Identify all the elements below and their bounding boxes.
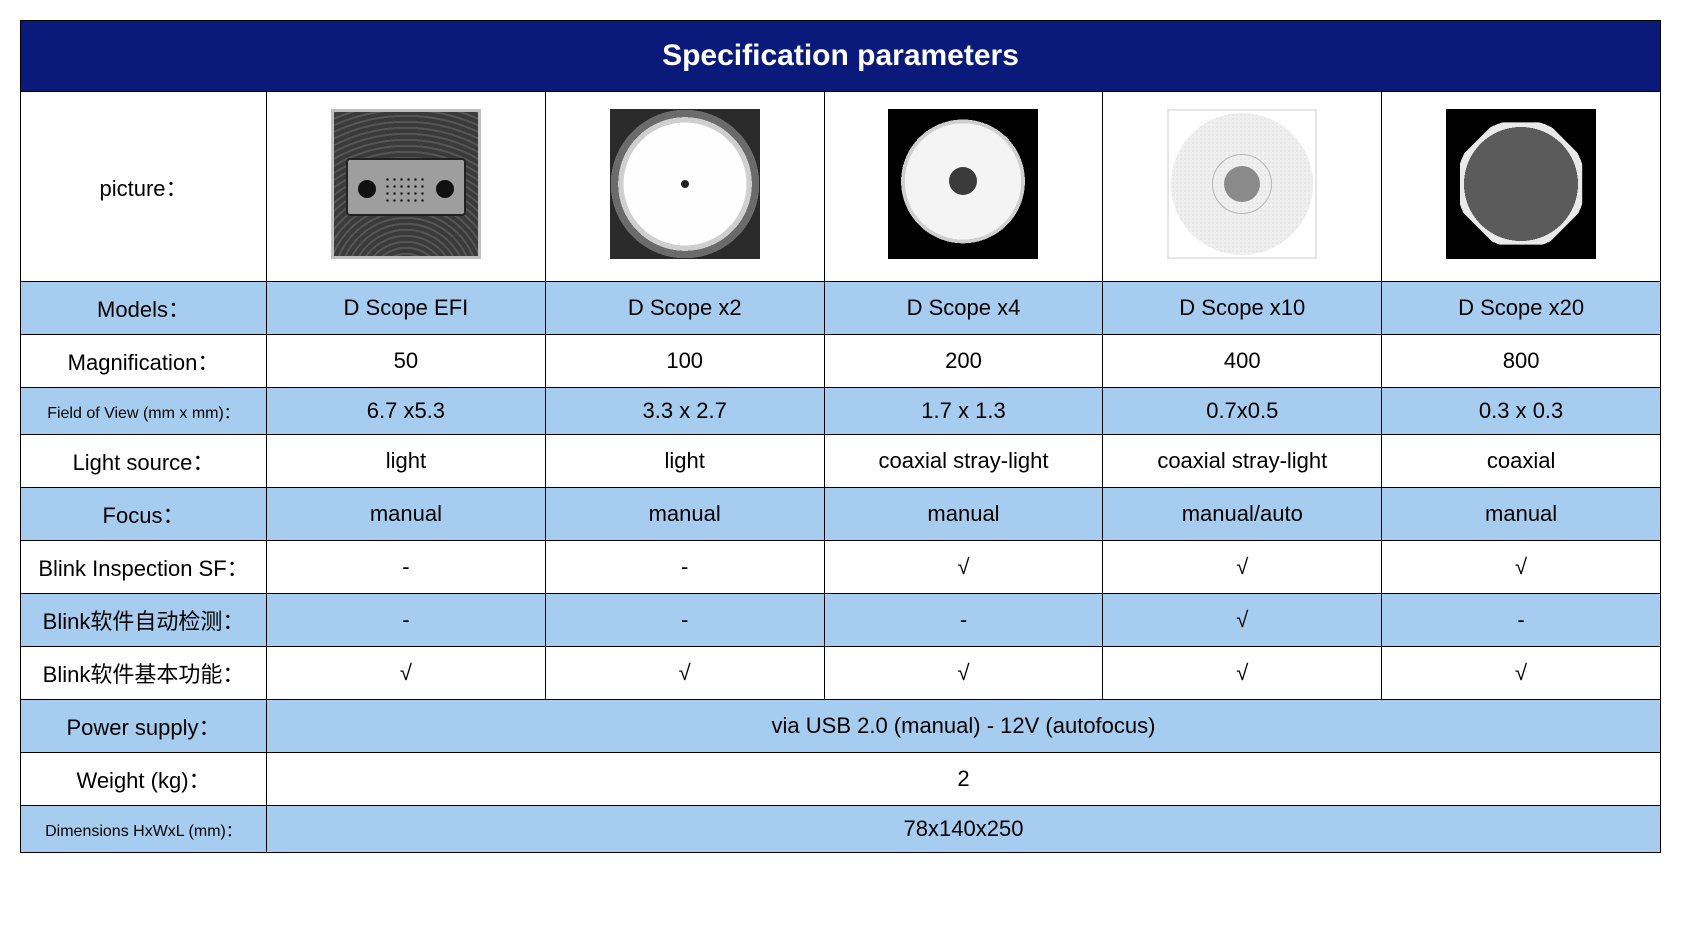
data-cell: 200 <box>824 335 1103 388</box>
data-cell: √ <box>1103 594 1382 647</box>
row-label: Blink软件自动检测： <box>21 594 267 647</box>
data-cell: - <box>267 594 546 647</box>
table-row: Models：D Scope EFID Scope x2D Scope x4D … <box>21 282 1661 335</box>
data-cell: √ <box>1103 541 1382 594</box>
product-image-polygon-bright-rim <box>1446 109 1596 259</box>
table-row: Blink软件基本功能：√√√√√ <box>21 647 1661 700</box>
row-label: Dimensions HxWxL (mm)： <box>21 806 267 853</box>
product-image-textured-disc-inner-disc <box>1167 109 1317 259</box>
data-cell: coaxial <box>1382 435 1661 488</box>
data-cell: √ <box>1382 541 1661 594</box>
data-cell: 100 <box>545 335 824 388</box>
picture-cell <box>545 92 824 282</box>
data-cell: 0.7x0.5 <box>1103 388 1382 435</box>
picture-cell <box>1382 92 1661 282</box>
data-cell: 6.7 x5.3 <box>267 388 546 435</box>
data-cell: - <box>545 594 824 647</box>
data-cell: coaxial stray-light <box>1103 435 1382 488</box>
table-row: Magnification：50100200400800 <box>21 335 1661 388</box>
data-cell: - <box>267 541 546 594</box>
row-label: Magnification： <box>21 335 267 388</box>
data-cell: manual/auto <box>1103 488 1382 541</box>
data-cell-span: via USB 2.0 (manual) - 12V (autofocus) <box>267 700 1661 753</box>
row-label-picture: picture： <box>21 92 267 282</box>
data-cell: manual <box>824 488 1103 541</box>
data-cell-span: 78x140x250 <box>267 806 1661 853</box>
data-cell: manual <box>545 488 824 541</box>
picture-cell <box>824 92 1103 282</box>
data-cell: manual <box>1382 488 1661 541</box>
data-cell: 800 <box>1382 335 1661 388</box>
data-cell: √ <box>1382 647 1661 700</box>
table-row-span: Weight (kg)：2 <box>21 753 1661 806</box>
data-cell: - <box>545 541 824 594</box>
table-row: Blink软件自动检测：---√- <box>21 594 1661 647</box>
data-cell: D Scope x2 <box>545 282 824 335</box>
row-label: Blink Inspection SF： <box>21 541 267 594</box>
data-cell: 1.7 x 1.3 <box>824 388 1103 435</box>
data-cell: 3.3 x 2.7 <box>545 388 824 435</box>
picture-cell <box>267 92 546 282</box>
table-row: Light source：lightlightcoaxial stray-lig… <box>21 435 1661 488</box>
data-cell: - <box>824 594 1103 647</box>
table-row-span: Dimensions HxWxL (mm)：78x140x250 <box>21 806 1661 853</box>
table-row: Blink Inspection SF：--√√√ <box>21 541 1661 594</box>
specification-table: Specification parameters picture：Models：… <box>20 20 1661 853</box>
row-label: Field of View (mm x mm)： <box>21 388 267 435</box>
data-cell: light <box>267 435 546 488</box>
data-cell: light <box>545 435 824 488</box>
row-label: Models： <box>21 282 267 335</box>
row-label: Focus： <box>21 488 267 541</box>
data-cell: D Scope x10 <box>1103 282 1382 335</box>
data-cell: D Scope x20 <box>1382 282 1661 335</box>
data-cell: √ <box>267 647 546 700</box>
data-cell-span: 2 <box>267 753 1661 806</box>
table-row-span: Power supply：via USB 2.0 (manual) - 12V … <box>21 700 1661 753</box>
data-cell: 0.3 x 0.3 <box>1382 388 1661 435</box>
table-body: picture：Models：D Scope EFID Scope x2D Sc… <box>21 92 1661 853</box>
data-cell: D Scope x4 <box>824 282 1103 335</box>
row-label: Blink软件基本功能： <box>21 647 267 700</box>
table-title: Specification parameters <box>21 21 1661 92</box>
data-cell: √ <box>824 541 1103 594</box>
picture-row: picture： <box>21 92 1661 282</box>
picture-cell <box>1103 92 1382 282</box>
product-image-connector-plate <box>331 109 481 259</box>
data-cell: - <box>1382 594 1661 647</box>
table-row: Focus：manualmanualmanualmanual/automanua… <box>21 488 1661 541</box>
data-cell: √ <box>1103 647 1382 700</box>
product-image-light-disc-dark-core <box>888 109 1038 259</box>
product-image-white-disc-small-dot <box>610 109 760 259</box>
row-label: Weight (kg)： <box>21 753 267 806</box>
row-label: Light source： <box>21 435 267 488</box>
data-cell: 400 <box>1103 335 1382 388</box>
data-cell: D Scope EFI <box>267 282 546 335</box>
data-cell: manual <box>267 488 546 541</box>
row-label: Power supply： <box>21 700 267 753</box>
data-cell: 50 <box>267 335 546 388</box>
table-row: Field of View (mm x mm)：6.7 x5.33.3 x 2.… <box>21 388 1661 435</box>
data-cell: coaxial stray-light <box>824 435 1103 488</box>
data-cell: √ <box>824 647 1103 700</box>
data-cell: √ <box>545 647 824 700</box>
